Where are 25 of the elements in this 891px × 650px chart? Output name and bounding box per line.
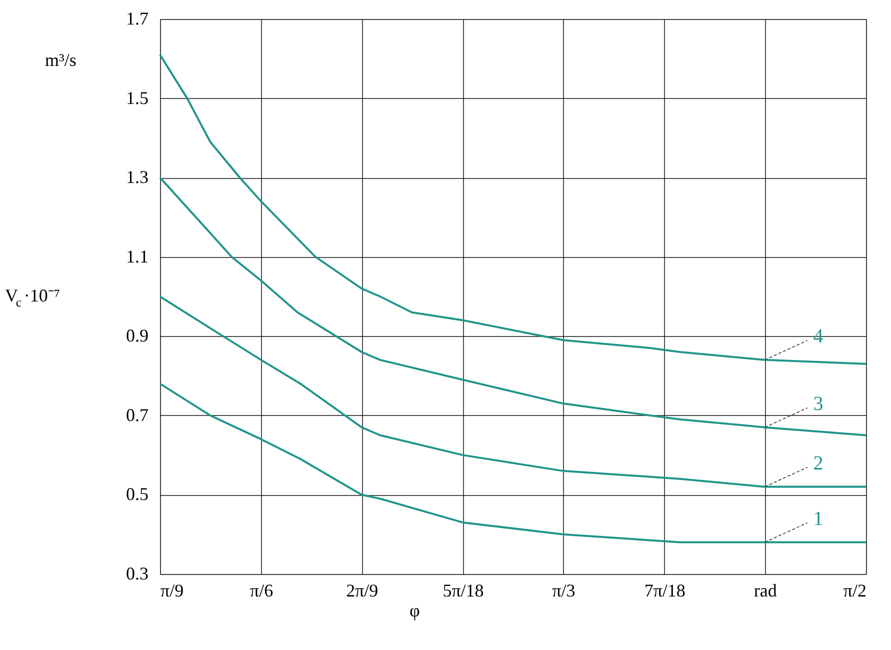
y-tick-label: 1.7 <box>126 8 148 28</box>
x-tick-label: π/2 <box>843 580 866 600</box>
text: m³/s <box>45 50 76 70</box>
series-label: 1 <box>813 508 824 530</box>
x-tick-label: 2π/9 <box>346 580 378 600</box>
line-series <box>159 176 867 436</box>
x-tick-label: π/9 <box>160 580 184 600</box>
series-label: 2 <box>813 452 824 474</box>
x-tick-label: π/3 <box>552 580 576 600</box>
line-series <box>159 54 867 365</box>
y-tick-label: 0.9 <box>126 326 148 346</box>
x-tick-label: 7π/18 <box>644 580 686 600</box>
line-series <box>159 382 867 544</box>
y-tick-label: 0.3 <box>126 564 148 584</box>
y-tick-label: 1.5 <box>126 88 148 108</box>
x-axis-title: φ <box>409 600 420 620</box>
y-tick-label: 1.1 <box>126 246 148 266</box>
x-tick-label: 5π/18 <box>442 580 484 600</box>
y-tick-label: 1.3 <box>126 167 148 188</box>
x-tick-label: rad <box>754 580 777 600</box>
y-tick-label: 0.5 <box>126 484 148 504</box>
line-series <box>159 296 867 488</box>
y-tick-label: 0.7 <box>126 404 148 425</box>
x-tick-label: π/6 <box>250 580 274 600</box>
series-label: 3 <box>813 392 824 415</box>
